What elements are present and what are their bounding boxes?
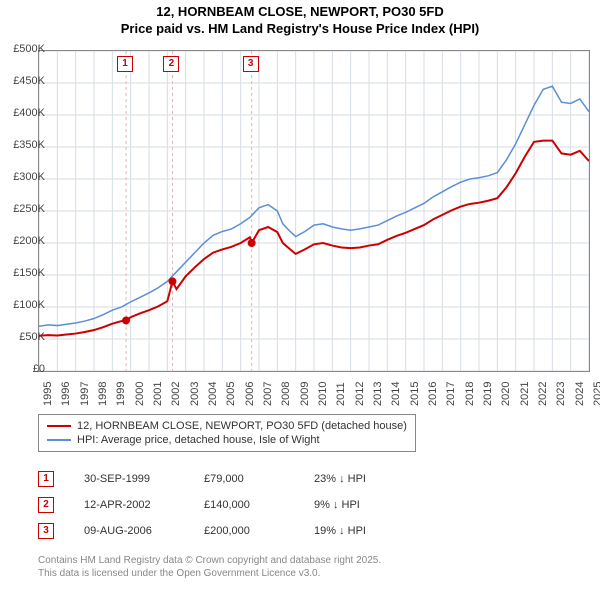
footer-line1: Contains HM Land Registry data © Crown c… — [38, 554, 381, 567]
y-tick-label: £150K — [5, 267, 45, 279]
x-tick-label: 2022 — [537, 382, 549, 406]
transaction-row: 2 12-APR-2002 £140,000 9% ↓ HPI — [38, 492, 404, 518]
x-tick-label: 2013 — [372, 382, 384, 406]
x-tick-label: 2015 — [409, 382, 421, 406]
y-tick-label: £200K — [5, 235, 45, 247]
footer-attribution: Contains HM Land Registry data © Crown c… — [38, 554, 381, 580]
x-tick-label: 1995 — [42, 382, 54, 406]
transaction-price: £140,000 — [204, 499, 284, 511]
y-tick-label: £500K — [5, 43, 45, 55]
sale-marker-2: 2 — [163, 56, 179, 72]
x-tick-label: 1998 — [97, 382, 109, 406]
x-tick-label: 2010 — [317, 382, 329, 406]
transaction-diff: 19% ↓ HPI — [314, 525, 404, 537]
transaction-price: £200,000 — [204, 525, 284, 537]
transaction-date: 12-APR-2002 — [84, 499, 174, 511]
y-tick-label: £250K — [5, 203, 45, 215]
x-tick-label: 2001 — [152, 382, 164, 406]
title-line1: 12, HORNBEAM CLOSE, NEWPORT, PO30 5FD — [0, 4, 600, 21]
x-tick-label: 2023 — [555, 382, 567, 406]
legend-item: 12, HORNBEAM CLOSE, NEWPORT, PO30 5FD (d… — [47, 419, 407, 433]
transaction-diff: 23% ↓ HPI — [314, 473, 404, 485]
x-tick-label: 2009 — [299, 382, 311, 406]
transaction-marker: 1 — [38, 471, 54, 487]
sale-marker-1: 1 — [117, 56, 133, 72]
legend-swatch — [47, 439, 71, 441]
x-tick-label: 2005 — [225, 382, 237, 406]
x-tick-label: 2007 — [262, 382, 274, 406]
x-tick-label: 2008 — [280, 382, 292, 406]
x-tick-label: 2024 — [574, 382, 586, 406]
x-tick-label: 2011 — [335, 382, 347, 406]
x-tick-label: 2019 — [482, 382, 494, 406]
x-tick-label: 2004 — [207, 382, 219, 406]
transactions-table: 1 30-SEP-1999 £79,000 23% ↓ HPI 2 12-APR-2002… — [38, 466, 404, 544]
legend-item: HPI: Average price, detached house, Isle… — [47, 433, 407, 447]
transaction-row: 3 09-AUG-2006 £200,000 19% ↓ HPI — [38, 518, 404, 544]
transaction-diff: 9% ↓ HPI — [314, 499, 404, 511]
x-tick-label: 2012 — [354, 382, 366, 406]
footer-line2: This data is licensed under the Open Gov… — [38, 567, 381, 580]
chart-title: 12, HORNBEAM CLOSE, NEWPORT, PO30 5FD Pr… — [0, 4, 600, 38]
x-tick-label: 2021 — [519, 382, 531, 406]
x-tick-label: 2002 — [170, 382, 182, 406]
chart-plot-area — [38, 50, 590, 372]
x-tick-label: 1996 — [60, 382, 72, 406]
x-tick-label: 2017 — [445, 382, 457, 406]
transaction-price: £79,000 — [204, 473, 284, 485]
legend-label: 12, HORNBEAM CLOSE, NEWPORT, PO30 5FD (d… — [77, 420, 407, 432]
x-tick-label: 2000 — [134, 382, 146, 406]
title-line2: Price paid vs. HM Land Registry's House … — [0, 21, 600, 38]
transaction-marker: 2 — [38, 497, 54, 513]
x-tick-label: 1999 — [115, 382, 127, 406]
legend-label: HPI: Average price, detached house, Isle… — [77, 434, 320, 446]
x-tick-label: 1997 — [79, 382, 91, 406]
transaction-marker: 3 — [38, 523, 54, 539]
x-tick-label: 2025 — [592, 382, 600, 406]
transaction-row: 1 30-SEP-1999 £79,000 23% ↓ HPI — [38, 466, 404, 492]
transaction-date: 30-SEP-1999 — [84, 473, 174, 485]
sale-marker-3: 3 — [243, 56, 259, 72]
x-tick-label: 2006 — [244, 382, 256, 406]
y-tick-label: £300K — [5, 171, 45, 183]
chart-legend: 12, HORNBEAM CLOSE, NEWPORT, PO30 5FD (d… — [38, 414, 416, 452]
x-tick-label: 2014 — [390, 382, 402, 406]
y-tick-label: £100K — [5, 299, 45, 311]
y-tick-label: £400K — [5, 107, 45, 119]
x-tick-label: 2020 — [500, 382, 512, 406]
y-tick-label: £50K — [5, 331, 45, 343]
x-tick-label: 2003 — [189, 382, 201, 406]
chart-svg — [39, 51, 589, 371]
x-tick-label: 2018 — [464, 382, 476, 406]
transaction-date: 09-AUG-2006 — [84, 525, 174, 537]
x-tick-label: 2016 — [427, 382, 439, 406]
y-tick-label: £350K — [5, 139, 45, 151]
legend-swatch — [47, 425, 71, 427]
y-tick-label: £450K — [5, 75, 45, 87]
